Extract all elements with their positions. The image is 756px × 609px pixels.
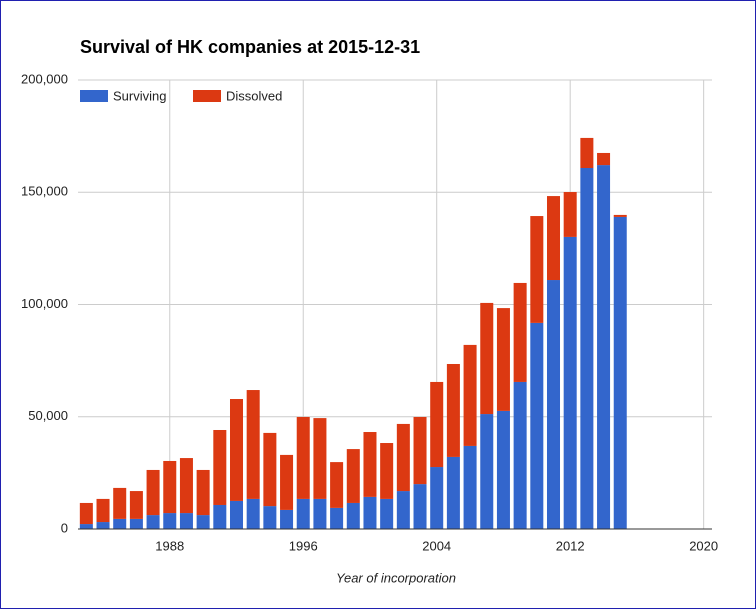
bar-segment [313,498,327,529]
bar-segment [613,214,627,217]
bar-segment [530,322,544,529]
y-tick-label: 150,000 [21,184,68,199]
y-tick-label: 100,000 [21,296,68,311]
bar-segment [446,456,460,529]
bar-segment [129,518,143,529]
bar-segment [213,504,227,529]
x-tick-label: 1996 [289,538,318,553]
bar-segment [396,491,410,529]
bar-segment [163,513,177,529]
bar-segment [363,432,377,497]
bar-segment [513,282,527,382]
bar-segment [296,416,310,499]
bar-segment [563,192,577,237]
x-axis-title: Year of incorporation [336,570,456,585]
bar-segment [363,496,377,529]
bar-segment [513,381,527,529]
bar-segment [296,498,310,529]
bar-segment [546,196,561,281]
bar-segment [613,216,627,529]
bar-segment [597,165,611,529]
bar-segment [463,445,477,529]
bar-segment [430,467,444,529]
bar-segment [580,137,594,169]
bar-segment [229,500,244,529]
bar-segment [96,522,110,529]
x-tick-label: 2012 [556,538,585,553]
bar-segment [480,414,494,529]
bar-segment [113,518,127,529]
bar-segment [413,416,427,485]
chart-title: Survival of HK companies at 2015-12-31 [80,37,420,57]
bar-segment [413,484,427,529]
bar-segment [330,507,344,529]
bar-segment [263,506,277,529]
bar-segment [79,524,93,529]
bar-segment [163,460,177,514]
bar-segment [146,515,160,529]
bar-segment [129,491,143,519]
bar-segment [480,302,494,415]
bar-segment [96,498,110,523]
bar-segment [346,449,360,503]
bar-segment [446,363,460,457]
bar-segment [280,454,294,510]
bar-segment [580,168,594,529]
x-tick-label: 2020 [689,538,718,553]
bar-segment [246,498,260,529]
bar-segment [263,432,277,507]
bar-segment [179,458,193,514]
bar-segment [330,462,344,508]
bar-segment [496,410,510,529]
bar-segment [179,513,193,529]
y-tick-label: 0 [61,520,68,535]
bar-segment [563,236,577,529]
bar-segment [396,423,410,492]
bar-segment [496,308,510,411]
bar-segment [146,469,160,516]
y-tick-label: 50,000 [28,408,68,423]
legend-label: Dissolved [226,88,282,103]
legend-swatch [80,90,108,102]
bar-segment [346,502,360,529]
x-tick-label: 1988 [155,538,184,553]
bar-segment [380,498,394,529]
legend-label: Surviving [113,88,166,103]
bar-segment [229,399,244,501]
bar-segment [430,381,444,468]
bar-segment [530,216,544,323]
bar-segment [380,443,394,499]
bar-segment [213,429,227,505]
bar-segment [313,418,327,499]
bar-segment [196,515,210,529]
bar-segment [280,509,294,529]
bar-segment [79,502,93,525]
bar-segment [597,152,611,166]
legend-swatch [193,90,221,102]
y-tick-label: 200,000 [21,71,68,86]
bar-segment [546,280,561,529]
bar-segment [463,344,477,446]
bar-segment [246,390,260,499]
bar-segment [196,469,210,516]
x-tick-label: 2004 [422,538,451,553]
bar-segment [113,487,127,519]
